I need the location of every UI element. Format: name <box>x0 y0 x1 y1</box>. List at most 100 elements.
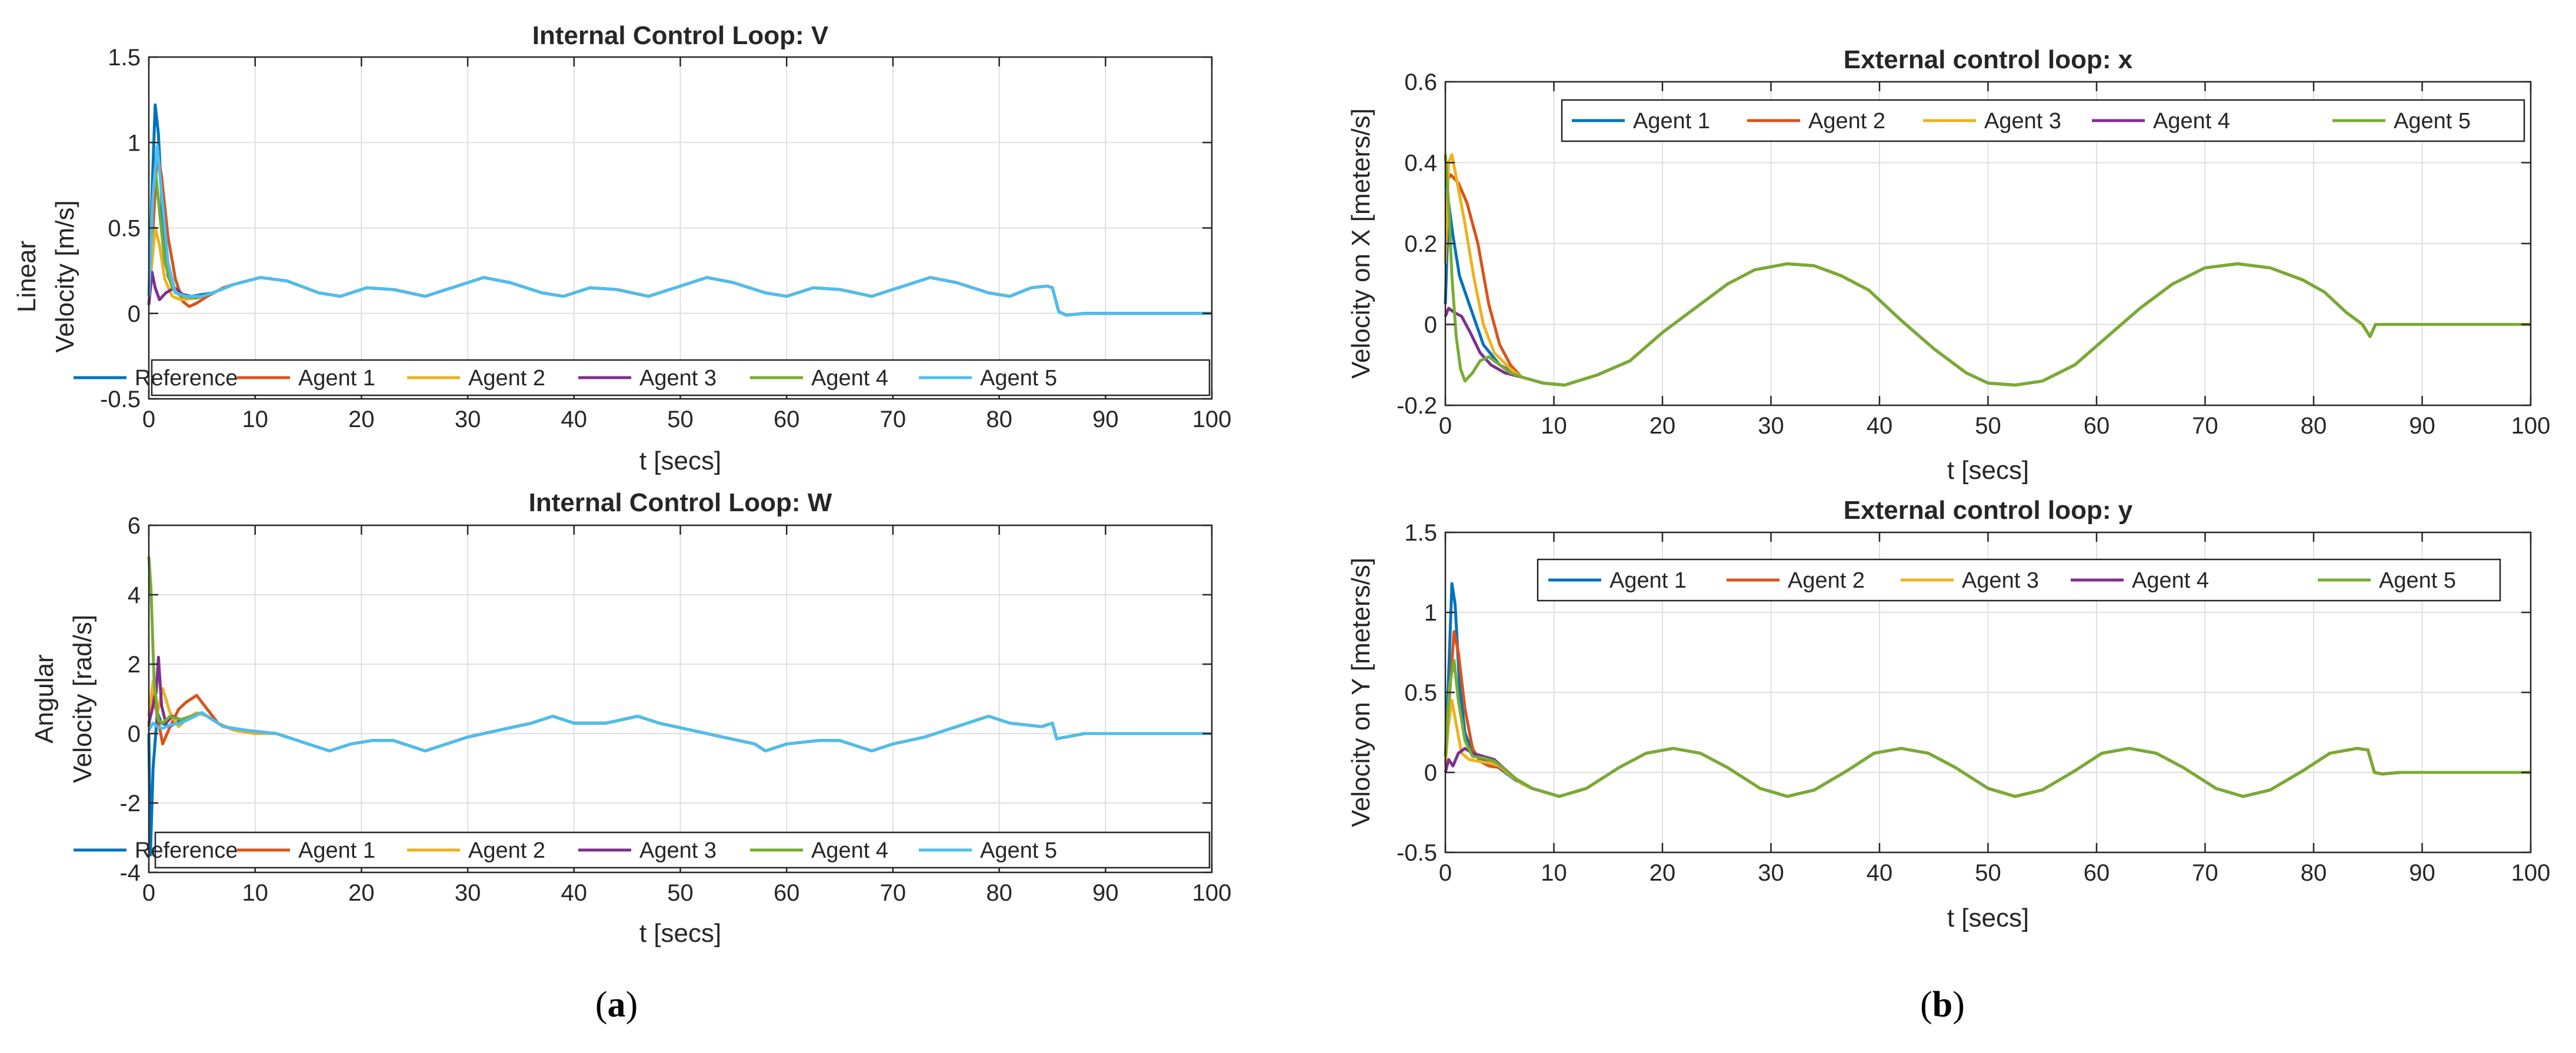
y-tick-label: 1.5 <box>1404 520 1437 546</box>
chart-b-bottom: 0 10 20 30 40 50 60 70 80 90 100-0.500.511.5Extern… <box>1347 496 2550 932</box>
y-tick-label: 0 <box>128 721 141 747</box>
x-tick-label: 50 <box>667 880 694 906</box>
legend-box <box>151 359 1211 396</box>
x-tick-label: 50 <box>1975 413 2001 439</box>
legend-label: Agent 5 <box>980 838 1057 863</box>
legend-label: Agent 2 <box>1788 568 1865 593</box>
x-tick-label: 40 <box>561 880 588 906</box>
x-tick-label: 70 <box>2192 860 2218 886</box>
legend-label: Agent 4 <box>811 838 888 863</box>
x-tick-label: 30 <box>455 880 481 906</box>
x-tick-label: 0 <box>1439 413 1452 439</box>
y-tick-label: -4 <box>119 860 141 886</box>
legend-label: Agent 2 <box>468 838 545 863</box>
y-tick-label: -0.2 <box>1397 393 1437 419</box>
x-tick-label: 100 <box>2511 413 2551 439</box>
panel-label-b-close: ) <box>1952 985 1965 1025</box>
x-tick-label: 30 <box>1758 860 1784 886</box>
x-tick-label: 80 <box>2301 860 2327 886</box>
x-tick-label: 90 <box>2409 860 2435 886</box>
x-tick-label: 0 <box>1439 860 1452 886</box>
x-tick-label: 30 <box>455 406 481 432</box>
x-tick-label: 40 <box>561 406 588 432</box>
y-tick-label: 0.2 <box>1404 231 1437 257</box>
y-tick-label: 0.5 <box>1404 680 1437 706</box>
legend-box <box>154 831 1211 869</box>
y-tick-label: 4 <box>128 582 141 608</box>
x-tick-label: 0 <box>142 406 155 432</box>
x-tick-label: 50 <box>667 406 694 432</box>
y-axis-label: Angular <box>30 654 59 744</box>
legend: Reference Agent 1 Agent 2 Agent 3 Agent 4 Age… <box>74 359 1211 396</box>
y-axis-label: Velocity [m/s] <box>51 200 79 352</box>
legend-label: Agent 4 <box>2153 109 2230 134</box>
legend-label: Agent 5 <box>2394 109 2471 134</box>
legend-box <box>1561 99 2525 142</box>
x-tick-label: 40 <box>1867 860 1893 886</box>
x-tick-label: 20 <box>348 880 375 906</box>
panel-label-b-letter: b <box>1932 985 1952 1025</box>
x-tick-label: 60 <box>774 880 800 906</box>
x-tick-label: 80 <box>986 880 1012 906</box>
series-line-agent-5 <box>147 711 1212 752</box>
panel-label-a: (a) <box>595 985 638 1025</box>
y-axis-label: Linear <box>12 241 41 312</box>
x-axis-label: t [secs] <box>639 446 721 475</box>
legend-label: Reference <box>135 366 238 391</box>
legend: Agent 1 Agent 2 Agent 3 Agent 4 Agent 5 <box>1561 99 2525 142</box>
legend-label: Agent 1 <box>298 366 375 391</box>
x-tick-label: 20 <box>1649 860 1676 886</box>
chart-a-top: 0 10 20 30 40 50 60 70 80 90 100-0.500.511.5Intern… <box>12 21 1231 475</box>
y-axis-label: Velocity [rad/s] <box>68 615 97 783</box>
x-tick-label: 20 <box>1649 413 1676 439</box>
x-axis-label: t [secs] <box>1947 456 2029 485</box>
legend-label: Agent 4 <box>2132 568 2209 593</box>
x-tick-label: 60 <box>2084 860 2110 886</box>
series-line-agent-5 <box>147 144 1212 317</box>
x-tick-label: 70 <box>880 406 907 432</box>
legend: Reference Agent 1 Agent 2 Agent 3 Agent 4 Age… <box>74 831 1211 869</box>
chart-title: External control loop: x <box>1844 45 2133 74</box>
y-tick-label: 0 <box>1424 760 1437 786</box>
y-tick-label: -2 <box>119 791 141 817</box>
y-tick-label: 0 <box>1424 312 1437 338</box>
x-tick-label: 20 <box>348 406 375 432</box>
x-tick-label: 10 <box>242 880 268 906</box>
x-tick-label: 10 <box>1541 860 1567 886</box>
x-tick-label: 60 <box>774 406 800 432</box>
y-tick-label: -0.5 <box>100 386 141 412</box>
x-axis-label: t [secs] <box>1947 904 2029 932</box>
panel-label-a-letter: a <box>608 985 626 1025</box>
x-tick-label: 100 <box>2511 860 2551 886</box>
y-tick-label: 2 <box>128 652 141 678</box>
legend-label: Agent 1 <box>298 838 375 863</box>
x-tick-label: 90 <box>2409 413 2435 439</box>
legend: Agent 1 Agent 2 Agent 3 Agent 4 Agent 5 <box>1537 558 2501 602</box>
x-tick-label: 100 <box>1192 880 1232 906</box>
y-tick-label: 0.5 <box>108 216 141 242</box>
x-tick-label: 100 <box>1192 406 1232 432</box>
x-tick-label: 70 <box>880 880 907 906</box>
x-tick-label: 0 <box>142 880 155 906</box>
x-tick-label: 80 <box>2301 413 2327 439</box>
legend-label: Agent 5 <box>980 366 1057 391</box>
x-tick-label: 10 <box>1541 413 1567 439</box>
panel-label-a-close: ) <box>626 985 638 1025</box>
legend-label: Agent 3 <box>1962 568 2039 593</box>
x-tick-label: 60 <box>2084 413 2110 439</box>
x-tick-label: 90 <box>1092 880 1119 906</box>
x-tick-label: 80 <box>986 406 1012 432</box>
panel-label-a-open: ( <box>595 985 608 1025</box>
y-axis-label: Velocity on X [meters/s] <box>1347 108 1375 379</box>
chart-title: External control loop: y <box>1844 496 2133 525</box>
x-tick-label: 70 <box>2192 413 2218 439</box>
y-tick-label: 1 <box>128 130 141 156</box>
y-tick-label: 1 <box>1424 600 1437 626</box>
x-tick-label: 40 <box>1867 413 1893 439</box>
y-axis-label: Velocity on Y [meters/s] <box>1347 558 1375 827</box>
x-tick-label: 30 <box>1758 413 1784 439</box>
legend-label: Agent 1 <box>1609 568 1687 593</box>
y-tick-label: 1.5 <box>108 45 141 71</box>
y-tick-label: -0.5 <box>1397 840 1437 866</box>
